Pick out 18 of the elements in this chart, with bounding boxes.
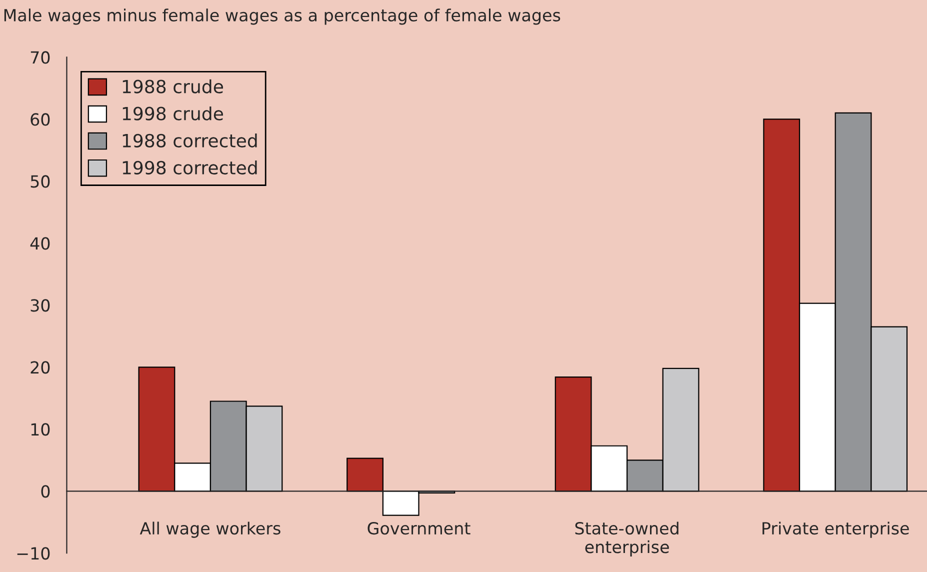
y-tick-label: 40	[30, 237, 50, 250]
y-tick-label: 10	[31, 423, 50, 436]
chart-title: Male wages minus female wages as a percentage of female wages	[4, 8, 560, 25]
x-tick-label: Government	[368, 522, 470, 535]
y-tick-label: 50	[30, 175, 50, 188]
y-tick-label: 0	[41, 485, 50, 498]
y-tick-label: 60	[30, 113, 50, 126]
y-tick-label: 70	[30, 51, 50, 64]
legend-label: 1998 corrected	[122, 160, 257, 175]
legend-label: 1998 crude	[122, 106, 223, 120]
x-tick-label: Private enterprise	[762, 522, 909, 538]
y-tick-label: 30	[30, 299, 50, 312]
x-tick-label: All wage workers	[140, 522, 280, 538]
y-tick-label: −10	[17, 547, 50, 560]
legend-label: 1988 corrected	[122, 134, 257, 148]
x-tick-label: State-owned enterprise	[575, 522, 678, 556]
legend-label: 1988 crude	[122, 79, 223, 94]
y-tick-label: 20	[30, 361, 50, 374]
